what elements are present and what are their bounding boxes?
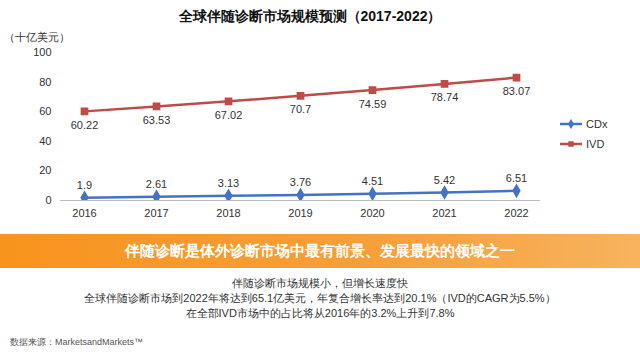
svg-text:63.53: 63.53 (143, 114, 171, 126)
svg-text:0: 0 (45, 194, 51, 206)
svg-text:78.74: 78.74 (431, 91, 459, 103)
svg-text:5.42: 5.42 (434, 174, 455, 186)
svg-text:2016: 2016 (72, 207, 96, 219)
svg-text:60: 60 (39, 105, 51, 117)
svg-text:2020: 2020 (360, 207, 384, 219)
html-text:全球伴随诊断市场规模预测（2017-2022）: 全球伴随诊断市场规模预测（2017-2022） (178, 8, 442, 24)
svg-text:（十亿美元）: （十亿美元） (4, 31, 70, 43)
svg-text:4.51: 4.51 (362, 175, 383, 187)
svg-text:40: 40 (39, 135, 51, 147)
svg-text:6.51: 6.51 (506, 172, 527, 184)
svg-text:2.61: 2.61 (146, 178, 167, 190)
html-text:全球伴随诊断市场到2022年将达到65.1亿美元，年复合增长: 全球伴随诊断市场到2022年将达到65.1亿美元，年复合增长率达到20.1%（I… (84, 292, 556, 304)
svg-text:3.76: 3.76 (290, 176, 311, 188)
svg-text:2018: 2018 (216, 207, 240, 219)
svg-text:2019: 2019 (288, 207, 312, 219)
html-text:伴随诊断是体外诊断市场中最有前景、发展最快的领域之一: 伴随诊断是体外诊断市场中最有前景、发展最快的领域之一 (125, 242, 515, 259)
html-text:IVD: IVD (586, 138, 605, 150)
svg-text:2017: 2017 (144, 207, 168, 219)
svg-text:80: 80 (39, 76, 51, 88)
svg-text:74.59: 74.59 (359, 98, 387, 110)
svg-text:100: 100 (33, 46, 51, 58)
svg-text:1.9: 1.9 (77, 179, 92, 191)
svg-text:67.02: 67.02 (215, 109, 243, 121)
svg-text:20: 20 (39, 164, 51, 176)
html-text:数据来源：MarketsandMarkets™: 数据来源：MarketsandMarkets™ (10, 337, 143, 347)
html-text:伴随诊断市场规模小，但增长速度快: 伴随诊断市场规模小，但增长速度快 (232, 277, 408, 289)
html-text:在全部IVD市场中的占比将从2016年的3.2%上升到7.8: 在全部IVD市场中的占比将从2016年的3.2%上升到7.8% (185, 307, 455, 319)
svg-text:70.7: 70.7 (290, 103, 311, 115)
html-text:CDx: CDx (586, 118, 608, 130)
svg-text:60.22: 60.22 (71, 119, 99, 131)
svg-text:83.07: 83.07 (503, 85, 531, 97)
svg-text:2021: 2021 (432, 207, 456, 219)
svg-text:2022: 2022 (504, 207, 528, 219)
svg-text:3.13: 3.13 (218, 177, 239, 189)
